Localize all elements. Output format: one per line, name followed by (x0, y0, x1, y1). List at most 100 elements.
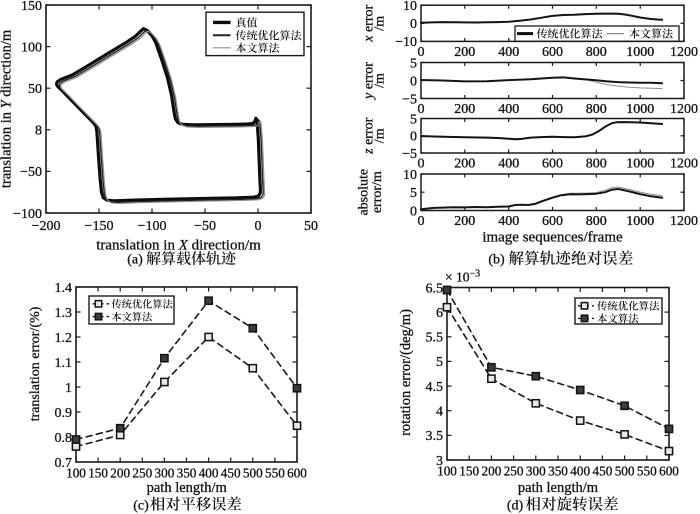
svg-text:0: 0 (410, 130, 417, 145)
svg-text:600: 600 (287, 466, 307, 481)
svg-text:300: 300 (526, 464, 546, 479)
svg-text:−5: −5 (402, 147, 417, 162)
svg-text:(c): (c) (133, 499, 149, 514)
svg-text:1000: 1000 (626, 214, 654, 229)
svg-text:500: 500 (243, 466, 263, 481)
svg-text:1000: 1000 (626, 157, 654, 172)
svg-text:6.5: 6.5 (426, 281, 444, 296)
svg-text:10: 10 (403, 168, 417, 183)
svg-text:5.5: 5.5 (426, 331, 444, 346)
svg-text:path length/m: path length/m (147, 480, 228, 496)
svg-text:250: 250 (504, 464, 524, 479)
svg-text:5: 5 (436, 355, 443, 370)
svg-text:1: 1 (65, 381, 72, 396)
svg-text:400: 400 (498, 102, 519, 117)
svg-text:100: 100 (66, 466, 86, 481)
svg-text:600: 600 (542, 45, 563, 60)
svg-text:−50: −50 (194, 219, 216, 234)
svg-text:6: 6 (436, 306, 443, 321)
svg-text:400: 400 (498, 45, 519, 60)
svg-text:−100: −100 (13, 207, 42, 222)
svg-text:−150: −150 (85, 219, 114, 234)
svg-text:200: 200 (454, 214, 475, 229)
svg-text:translation in Y direction/m: translation in Y direction/m (0, 29, 15, 188)
svg-text:400: 400 (199, 466, 219, 481)
svg-text:400: 400 (498, 157, 519, 172)
svg-text:/m: /m (373, 128, 388, 143)
svg-text:100: 100 (437, 464, 457, 479)
svg-text:−10: −10 (395, 35, 417, 50)
svg-text:100: 100 (21, 40, 42, 55)
svg-text:−200: −200 (32, 219, 61, 234)
svg-text:200: 200 (454, 102, 475, 117)
svg-text:1200: 1200 (670, 157, 698, 172)
svg-text:/m: /m (373, 73, 388, 88)
svg-text:0: 0 (410, 74, 417, 89)
svg-text:0: 0 (410, 17, 417, 32)
svg-text:800: 800 (586, 157, 607, 172)
svg-text:600: 600 (542, 102, 563, 117)
svg-text:0.9: 0.9 (55, 406, 73, 421)
svg-text:−100: −100 (138, 219, 167, 234)
svg-text:800: 800 (586, 102, 607, 117)
svg-text:5: 5 (410, 112, 417, 127)
svg-text:x error: x error (362, 5, 377, 43)
svg-text:400: 400 (570, 464, 590, 479)
svg-text:350: 350 (177, 466, 197, 481)
svg-text:300: 300 (155, 466, 175, 481)
svg-text:0.7: 0.7 (55, 456, 73, 471)
svg-text:1.4: 1.4 (55, 281, 73, 296)
svg-text:450: 450 (221, 466, 241, 481)
svg-text:0: 0 (410, 204, 417, 219)
svg-text:50: 50 (304, 219, 318, 234)
svg-text:450: 450 (593, 464, 613, 479)
svg-text:0: 0 (255, 219, 262, 234)
svg-text:8: 8 (35, 124, 42, 139)
svg-text:1200: 1200 (670, 45, 698, 60)
svg-text:absolute: absolute (357, 169, 372, 216)
svg-text:0: 0 (418, 157, 425, 172)
svg-text:600: 600 (542, 157, 563, 172)
svg-text:0: 0 (418, 214, 425, 229)
svg-text:5: 5 (410, 186, 417, 201)
svg-text:800: 800 (586, 214, 607, 229)
svg-text:4: 4 (436, 405, 443, 420)
svg-text:translation in X direction/m: translation in X direction/m (96, 238, 261, 254)
svg-text:200: 200 (110, 466, 130, 481)
svg-text:600: 600 (542, 214, 563, 229)
svg-text:rotation error/(deg/m): rotation error/(deg/m) (398, 309, 414, 436)
svg-text:1000: 1000 (626, 102, 654, 117)
svg-text:0: 0 (418, 45, 425, 60)
svg-text:image sequences/frame: image sequences/frame (482, 230, 623, 246)
svg-text:−5: −5 (402, 92, 417, 107)
svg-text:0: 0 (418, 102, 425, 117)
svg-text:1200: 1200 (670, 102, 698, 117)
svg-text:1200: 1200 (670, 214, 698, 229)
svg-text:3: 3 (436, 454, 443, 469)
svg-text:z error: z error (362, 117, 377, 154)
svg-text:350: 350 (548, 464, 568, 479)
svg-text:50: 50 (28, 82, 42, 97)
svg-text:200: 200 (454, 157, 475, 172)
svg-text:y error: y error (362, 62, 377, 101)
svg-text:0.8: 0.8 (55, 431, 73, 446)
svg-text:1.1: 1.1 (55, 356, 73, 371)
svg-text:5: 5 (410, 56, 417, 71)
svg-text:250: 250 (132, 466, 152, 481)
svg-text:translation error/(%): translation error/(%) (28, 306, 43, 421)
svg-text:10: 10 (403, 0, 417, 14)
svg-text:800: 800 (586, 45, 607, 60)
svg-text:4.5: 4.5 (426, 380, 444, 395)
svg-text:(a): (a) (127, 253, 143, 268)
svg-text:150: 150 (88, 466, 108, 481)
svg-text:(b): (b) (488, 253, 505, 268)
svg-text:200: 200 (482, 464, 502, 479)
svg-text:−50: −50 (20, 165, 42, 180)
svg-text:150: 150 (21, 0, 42, 14)
svg-text:400: 400 (498, 214, 519, 229)
svg-text:550: 550 (637, 464, 657, 479)
svg-text:3.5: 3.5 (426, 429, 444, 444)
svg-text:1.2: 1.2 (55, 331, 73, 346)
svg-text:error/m: error/m (370, 171, 385, 213)
svg-text:(d): (d) (507, 499, 524, 514)
